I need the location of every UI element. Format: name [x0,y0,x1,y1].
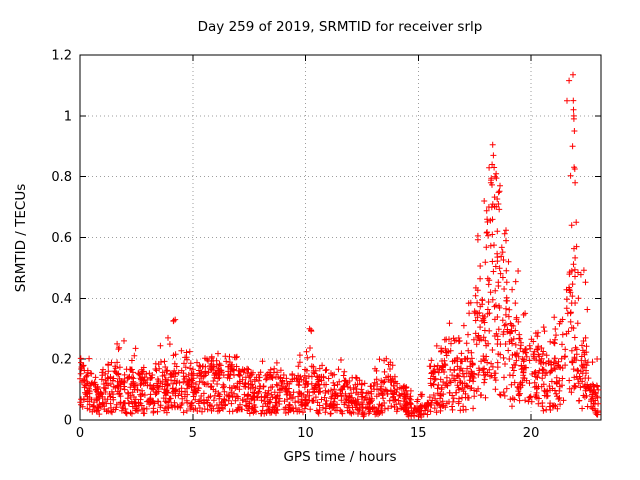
svg-text:0.8: 0.8 [51,170,72,185]
svg-text:1: 1 [64,109,72,124]
svg-text:0: 0 [76,426,84,441]
y-axis-label: SRMTID / TECUs [13,184,29,292]
chart-title: Day 259 of 2019, SRMTID for receiver srl… [198,19,483,35]
x-axis-label: GPS time / hours [283,449,396,465]
svg-text:0: 0 [64,414,72,429]
plot-border [79,54,602,421]
svg-text:1.2: 1.2 [51,49,72,64]
svg-text:0.4: 0.4 [51,292,72,307]
gridlines [80,55,601,420]
scatter-data-points [77,77,602,420]
svg-text:15: 15 [410,426,427,441]
svg-text:0.6: 0.6 [51,231,72,246]
svg-text:20: 20 [523,426,540,441]
svg-text:10: 10 [297,426,314,441]
tick-labels: 0 5 10 15 20 0 0.2 0.4 0.6 0.8 1 1.2 [51,49,539,442]
svg-text:0.2: 0.2 [51,353,72,368]
svg-text:5: 5 [189,426,197,441]
scatter-peak-points [121,71,582,344]
